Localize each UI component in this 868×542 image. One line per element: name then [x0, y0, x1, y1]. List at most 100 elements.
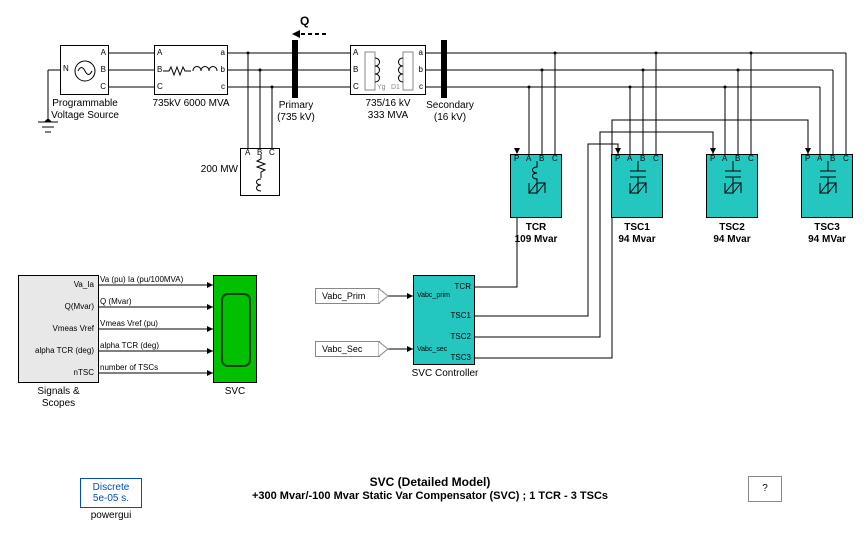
- c-port: C: [843, 154, 849, 163]
- a-port: A: [627, 154, 632, 163]
- tag-vabc-prim-text: Vabc_Prim: [322, 291, 365, 301]
- siglabel-1: Q (Mvar): [100, 297, 210, 306]
- port-c2: c: [221, 82, 225, 91]
- block-line[interactable]: A B C a b c: [154, 45, 228, 95]
- b-port: B: [735, 154, 740, 163]
- q-arrow-icon: [288, 28, 328, 40]
- port-b: B: [353, 65, 358, 74]
- block-load[interactable]: A B C: [240, 148, 280, 196]
- port-a: A: [157, 48, 162, 57]
- wiring: [0, 0, 868, 542]
- block-help[interactable]: ?: [748, 476, 782, 502]
- block-programmable-voltage-source[interactable]: N A B C: [60, 45, 109, 95]
- siglabel-2: Vmeas Vref (pu): [100, 319, 210, 328]
- scope-icon: [214, 276, 258, 384]
- label-bus-sec-1: Secondary: [420, 100, 480, 111]
- model-title-2: +300 Mvar/-100 Mvar Static Var Compensat…: [210, 490, 650, 502]
- ctrl-in-1: Vabc_sec: [417, 346, 447, 353]
- a-port: A: [722, 154, 727, 163]
- p-port: P: [805, 154, 810, 163]
- p-port: P: [615, 154, 620, 163]
- label-bus-sec-2: (16 kV): [420, 112, 480, 123]
- block-powergui[interactable]: Discrete 5e-05 s.: [80, 478, 142, 508]
- port-a: A: [245, 148, 250, 157]
- label-tsc3-2: 94 MVar: [797, 234, 857, 245]
- port-b: B: [101, 65, 106, 74]
- block-tcr[interactable]: P A B C: [510, 154, 562, 218]
- block-tsc3[interactable]: P A B C: [801, 154, 853, 218]
- b-port: B: [539, 154, 544, 163]
- p-port: P: [514, 154, 519, 163]
- label-tcr-2: 109 Mvar: [506, 234, 566, 245]
- tag-vabc-prim[interactable]: Vabc_Prim: [315, 288, 380, 304]
- label-powergui: powergui: [80, 510, 142, 521]
- label-scope: SVC: [213, 386, 257, 397]
- a-port: A: [526, 154, 531, 163]
- d1-label: D1: [391, 84, 400, 91]
- siglabel-4: number of TSCs: [100, 363, 210, 372]
- tag-prim-icon: [378, 288, 390, 304]
- a-port: A: [817, 154, 822, 163]
- p-port: P: [710, 154, 715, 163]
- port-c: C: [269, 148, 275, 157]
- siglabel-0: Va (pu) Ia (pu/100MVA): [100, 275, 210, 284]
- label-signals-2: Scopes: [18, 398, 99, 409]
- block-tsc1[interactable]: P A B C: [611, 154, 663, 218]
- label-line: 735kV 6000 MVA: [144, 98, 238, 109]
- transformer-icon: [351, 46, 427, 96]
- yg-label: Yg: [377, 84, 386, 91]
- label-tsc2-1: TSC2: [702, 222, 762, 233]
- ctrl-out-1: TSC1: [451, 311, 471, 320]
- block-tsc2[interactable]: P A B C: [706, 154, 758, 218]
- port-a2: a: [419, 48, 423, 57]
- port-n: N: [63, 64, 69, 73]
- sig-row-0: Va_Ia: [74, 280, 94, 289]
- label-load: 200 MW: [194, 164, 238, 175]
- help-text: ?: [762, 483, 768, 494]
- bus-primary[interactable]: [292, 40, 298, 98]
- tsc-icon: [707, 155, 759, 219]
- q-annotation-letter: Q: [300, 14, 309, 28]
- tcr-icon: [511, 155, 563, 219]
- sig-row-1: Q(Mvar): [65, 302, 94, 311]
- tag-sec-icon: [378, 341, 390, 357]
- port-b2: b: [419, 65, 423, 74]
- label-tsc1-1: TSC1: [607, 222, 667, 233]
- block-transformer[interactable]: A B C a b c Yg D1: [350, 45, 426, 95]
- rl-line-icon: [155, 46, 229, 96]
- powergui-l1: Discrete: [81, 482, 141, 493]
- b-port: B: [640, 154, 645, 163]
- tsc-icon: [802, 155, 854, 219]
- block-svc-controller[interactable]: Vabc_prim Vabc_sec TCR TSC1 TSC2 TSC3: [413, 275, 475, 365]
- bus-secondary[interactable]: [441, 40, 447, 98]
- tag-vabc-sec-text: Vabc_Sec: [322, 344, 362, 354]
- ctrl-out-2: TSC2: [451, 332, 471, 341]
- port-c: C: [353, 82, 359, 91]
- label-controller: SVC Controller: [400, 368, 490, 379]
- block-scope-svc[interactable]: [213, 275, 257, 383]
- label-bus-primary-2: (735 kV): [272, 112, 320, 123]
- model-title-1: SVC (Detailed Model): [210, 475, 650, 489]
- label-tsc3-1: TSC3: [797, 222, 857, 233]
- label-bus-primary-1: Primary: [272, 100, 320, 111]
- tag-vabc-sec[interactable]: Vabc_Sec: [315, 341, 380, 357]
- tsc-icon: [612, 155, 664, 219]
- ctrl-out-0: TCR: [455, 282, 471, 291]
- sig-row-3: alpha TCR (deg): [35, 346, 94, 355]
- port-a: A: [353, 48, 358, 57]
- c-port: C: [552, 154, 558, 163]
- sig-row-2: Vmeas Vref: [53, 324, 95, 333]
- port-a2: a: [221, 48, 225, 57]
- port-c: C: [100, 82, 106, 91]
- ctrl-in-0: Vabc_prim: [417, 292, 450, 299]
- port-c2: c: [419, 82, 423, 91]
- powergui-l2: 5e-05 s.: [81, 493, 141, 504]
- label-xfmr-1: 735/16 kV: [360, 98, 416, 109]
- label-prog-src-2: Voltage Source: [30, 110, 140, 121]
- block-signals-scopes[interactable]: Va_Ia Q(Mvar) Vmeas Vref alpha TCR (deg)…: [18, 275, 99, 383]
- port-b2: b: [221, 65, 225, 74]
- c-port: C: [653, 154, 659, 163]
- sig-row-4: nTSC: [74, 368, 94, 377]
- label-prog-src-1: Programmable: [30, 98, 140, 109]
- label-tsc2-2: 94 Mvar: [702, 234, 762, 245]
